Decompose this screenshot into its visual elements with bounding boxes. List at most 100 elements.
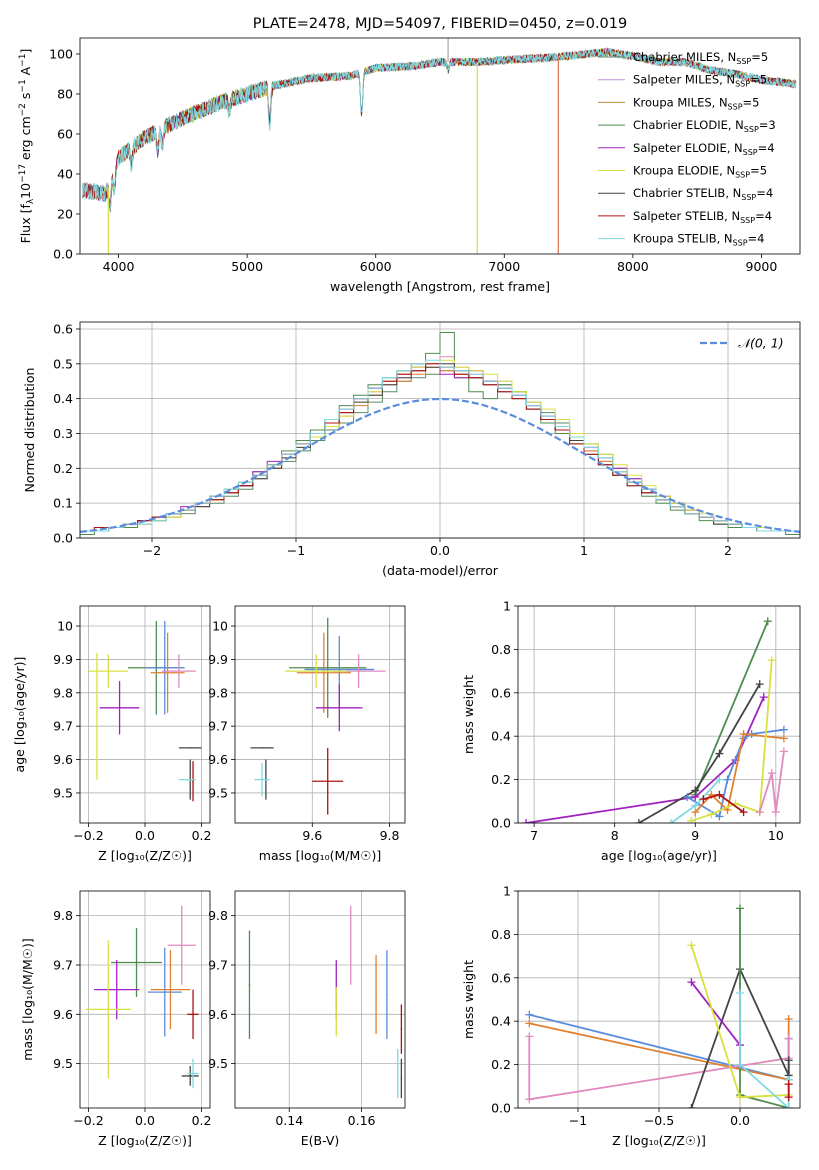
x-axis-label: E(B-V) xyxy=(301,1133,340,1148)
panel-2: −2 −1 0.0 1 2 0.0 0.1 0.2 0.3 0.4 0.5 0.6 (data-mode… xyxy=(22,321,801,578)
y-tick-label: 9.7 xyxy=(208,719,228,734)
x-tick-label: −1 xyxy=(287,543,305,558)
data-point xyxy=(118,707,121,709)
axes-frame xyxy=(517,605,801,824)
data-point xyxy=(96,715,98,717)
y-axis-label: Flux [fλ10−17 erg cm−2 s−1 A−1] xyxy=(18,49,36,244)
plus-marker xyxy=(739,730,748,739)
legend-label-suffix: =3 xyxy=(759,118,776,132)
data-point xyxy=(163,991,166,993)
x-tick-label: 0.2 xyxy=(192,1113,212,1128)
plus-marker xyxy=(715,790,724,799)
x-axis-label: Z [log₁₀(Z/Z☉)] xyxy=(98,848,192,863)
legend-label-sub: SSP xyxy=(728,102,743,111)
histogram-series-step xyxy=(80,359,800,532)
x-tick-label: 1 xyxy=(580,543,588,558)
plus-marker xyxy=(634,819,643,823)
y-tick-label: 9.6 xyxy=(53,1007,73,1022)
plus-marker xyxy=(784,1034,793,1043)
y-label-text: ] xyxy=(18,49,33,54)
x-tick-label: −0.2 xyxy=(73,1113,103,1128)
x-axis-label: age [log₁₀(age/yr)] xyxy=(601,848,717,863)
data-point xyxy=(192,780,194,783)
chart-title: PLATE=2478, MJD=54097, FIBERID=0450, z=0… xyxy=(253,16,627,32)
y-tick-label: 0.2 xyxy=(491,772,511,787)
y-axis-label: mass weight xyxy=(461,960,476,1039)
y-tick-label: 9.7 xyxy=(53,957,73,972)
legend-label-suffix: =5 xyxy=(751,50,768,64)
plot-area xyxy=(80,332,800,535)
x-tick-label: −1 xyxy=(569,1113,587,1128)
x-axis-label: wavelength [Angstrom, rest frame] xyxy=(330,279,550,294)
legend-label: 𝒩(0, 1) xyxy=(738,336,784,351)
data-point xyxy=(189,1075,192,1077)
plot-area xyxy=(85,905,199,1089)
data-point xyxy=(375,993,377,996)
y-tick-label: 9.6 xyxy=(208,1007,228,1022)
plus-marker xyxy=(687,1104,696,1108)
x-tick-label: 4000 xyxy=(103,259,135,274)
data-point xyxy=(192,1072,194,1075)
data-point xyxy=(261,747,263,749)
y-tick-label: 9.7 xyxy=(53,719,73,734)
plus-marker xyxy=(687,816,696,823)
legend-label-sub: SSP xyxy=(736,57,751,66)
plus-marker xyxy=(771,808,780,817)
mass-weight-series-line xyxy=(525,696,765,823)
x-tick-label: 9000 xyxy=(746,259,778,274)
y-label-sup: −1 xyxy=(18,54,28,67)
x-tick-label: 5000 xyxy=(231,259,263,274)
data-point xyxy=(326,666,329,669)
y-label-text: Flux [f xyxy=(18,204,33,244)
panel-8: −1 −0.5 0.0 0.0 0.2 0.4 0.6 0.8 1 Z [log₁₀(Z/Z☉)]… xyxy=(461,884,801,1148)
plus-marker xyxy=(767,656,776,665)
plus-marker xyxy=(687,941,696,950)
mass-weight-series-line xyxy=(528,1036,790,1101)
y-label-sup: −2 xyxy=(18,103,28,116)
plus-marker xyxy=(736,1093,745,1102)
data-point xyxy=(166,671,169,674)
y-tick-label: 0.1 xyxy=(53,496,73,511)
legend-label-text: Kroupa ELODIE, N xyxy=(633,164,735,178)
y-tick-label: 80 xyxy=(57,87,73,102)
plus-marker xyxy=(755,808,764,817)
y-tick-label: 0.0 xyxy=(53,531,73,546)
y-tick-label: 9.7 xyxy=(208,957,228,972)
data-point xyxy=(338,668,341,671)
y-tick-label: 0.3 xyxy=(53,426,73,441)
x-axis-label: mass [log₁₀(M/M☉)] xyxy=(259,848,381,863)
y-tick-label: 9.5 xyxy=(208,1056,228,1071)
x-tick-label: 8 xyxy=(611,828,619,843)
data-point xyxy=(107,1008,110,1011)
x-tick-label: 0.0 xyxy=(730,1113,750,1128)
legend-label-suffix: =4 xyxy=(758,141,775,155)
y-label-text: 10 xyxy=(18,183,33,199)
y-tick-label: 0.0 xyxy=(491,816,511,831)
y-label-sup: −1 xyxy=(18,79,28,92)
mass-weight-series-line xyxy=(694,620,769,796)
x-tick-label: −0.5 xyxy=(644,1113,674,1128)
axes-frame xyxy=(79,37,801,255)
legend-label-text: Salpeter ELODIE, N xyxy=(633,141,743,155)
legend-label-suffix: =5 xyxy=(750,73,767,87)
data-point xyxy=(326,780,329,783)
plus-marker xyxy=(525,1095,534,1104)
data-point xyxy=(400,1077,403,1080)
plus-marker xyxy=(779,734,788,743)
data-point xyxy=(386,993,388,996)
plus-marker xyxy=(525,1010,534,1019)
plus-marker xyxy=(784,1104,793,1108)
data-point xyxy=(315,670,317,672)
panel-3: −0.2 0.0 0.2 9.5 9.6 9.7 9.8 9.9 10 Z [log₁₀(Z/Z☉… xyxy=(12,605,211,863)
data-point xyxy=(189,747,192,749)
y-tick-label: 10 xyxy=(57,619,73,634)
data-point xyxy=(335,1011,338,1013)
plus-marker xyxy=(784,1093,793,1102)
data-point xyxy=(107,670,110,672)
x-tick-label: 6000 xyxy=(360,259,392,274)
plot-area xyxy=(82,38,797,254)
plus-marker xyxy=(736,1060,745,1069)
y-tick-label: 0.8 xyxy=(491,642,511,657)
y-tick-label: 1 xyxy=(503,599,511,614)
data-point xyxy=(261,778,263,781)
